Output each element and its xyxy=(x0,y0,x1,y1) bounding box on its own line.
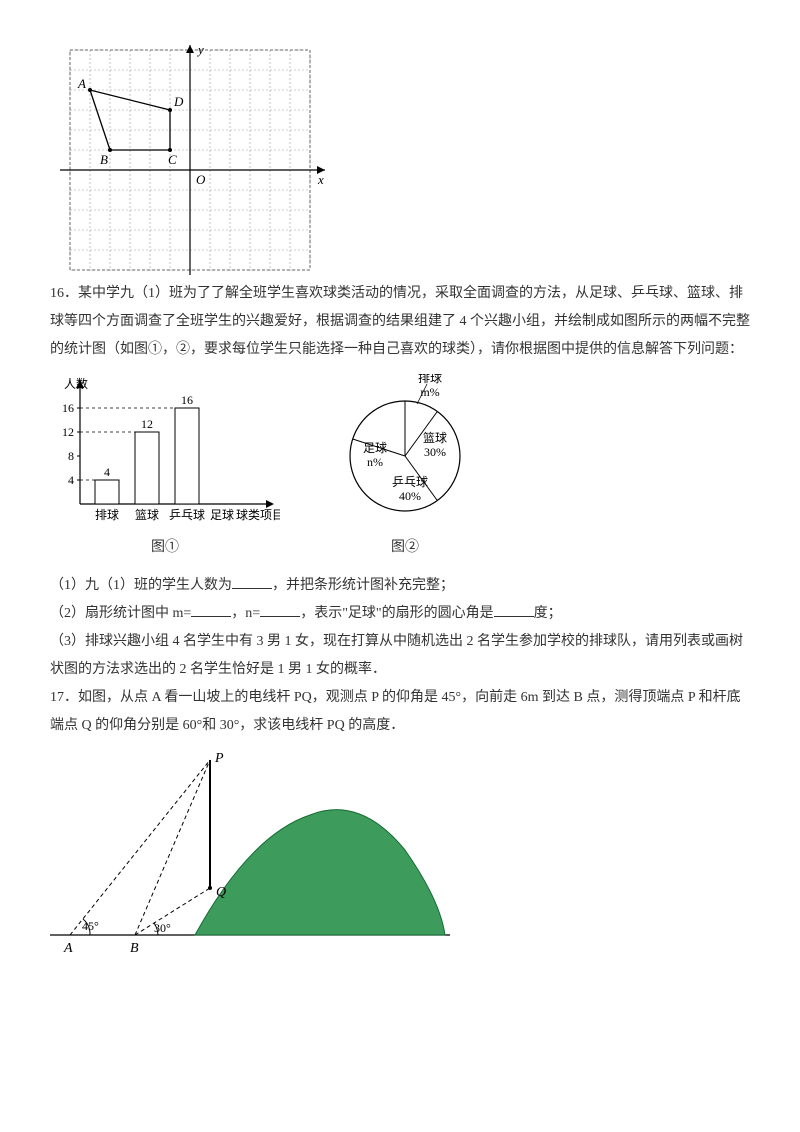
q16-intro: 16．某中学九（1）班为了了解全班学生喜欢球类活动的情况，采取全面调查的方法，从… xyxy=(50,280,750,364)
svg-text:乒乓球: 乒乓球 xyxy=(169,508,205,522)
blank[interactable] xyxy=(191,602,231,617)
pie-chart: 排球 m% 篮球 30% 乒乓球 40% 足球 n% xyxy=(320,374,490,534)
bar-chart: 4 8 12 16 4 12 16 排球 xyxy=(50,374,280,534)
fig2-caption: 图② xyxy=(320,534,490,562)
svg-text:篮球: 篮球 xyxy=(135,507,159,522)
q16-part3: （3）排球兴趣小组 4 名学生中有 3 男 1 女，现在打算从中随机选出 2 名… xyxy=(50,628,750,684)
svg-text:排球: 排球 xyxy=(418,374,442,385)
bar-y-label: 人数 xyxy=(64,376,88,391)
label-B: B xyxy=(130,941,139,956)
label-A: A xyxy=(63,941,73,956)
svg-text:16: 16 xyxy=(181,393,193,407)
pie-chart-block: 排球 m% 篮球 30% 乒乓球 40% 足球 n% 图② xyxy=(320,374,490,562)
svg-text:4: 4 xyxy=(68,473,74,487)
q15-figure: A B C D O x y xyxy=(50,40,750,280)
svg-text:n%: n% xyxy=(367,455,383,469)
q16-part2: （2）扇形统计图中 m=，n=，表示"足球"的扇形的圆心角是度； xyxy=(50,600,750,628)
label-P: P xyxy=(214,751,224,766)
angle-45: 45° xyxy=(82,919,99,933)
svg-text:40%: 40% xyxy=(399,489,421,503)
label-A: A xyxy=(77,76,86,91)
blank[interactable] xyxy=(494,602,534,617)
angle-30: 30° xyxy=(154,921,171,935)
label-B: B xyxy=(100,152,108,167)
svg-text:篮球: 篮球 xyxy=(423,430,447,445)
svg-text:30%: 30% xyxy=(424,445,446,459)
svg-text:球类项目: 球类项目 xyxy=(236,508,280,522)
label-D: D xyxy=(173,94,184,109)
svg-text:16: 16 xyxy=(62,401,74,415)
label-C: C xyxy=(168,152,177,167)
svg-text:乒乓球: 乒乓球 xyxy=(392,475,428,489)
origin-label: O xyxy=(196,172,206,187)
svg-text:m%: m% xyxy=(420,385,439,399)
svg-text:排球: 排球 xyxy=(95,508,119,522)
svg-text:12: 12 xyxy=(141,417,153,431)
svg-text:8: 8 xyxy=(68,449,74,463)
svg-text:4: 4 xyxy=(104,465,110,479)
q17-text: 17．如图，从点 A 看一山坡上的电线杆 PQ，观测点 P 的仰角是 45°，向… xyxy=(50,684,750,740)
x-axis-label: x xyxy=(317,172,324,187)
svg-text:足球: 足球 xyxy=(210,508,234,522)
q17-figure: P Q A B 45° 30° xyxy=(50,740,750,960)
blank[interactable] xyxy=(232,574,272,589)
blank[interactable] xyxy=(260,602,300,617)
label-Q: Q xyxy=(216,885,226,900)
svg-text:足球: 足球 xyxy=(363,441,387,455)
coord-grid: A B C D O x y xyxy=(50,40,330,280)
svg-text:12: 12 xyxy=(62,425,74,439)
q16-figures: 4 8 12 16 4 12 16 排球 xyxy=(50,374,750,562)
hill-diagram: P Q A B 45° 30° xyxy=(50,740,450,960)
q16-part1: （1）九（1）班的学生人数为，并把条形统计图补充完整； xyxy=(50,572,750,600)
bar-chart-block: 4 8 12 16 4 12 16 排球 xyxy=(50,374,280,562)
y-axis-label: y xyxy=(196,42,204,57)
fig1-caption: 图① xyxy=(50,534,280,562)
